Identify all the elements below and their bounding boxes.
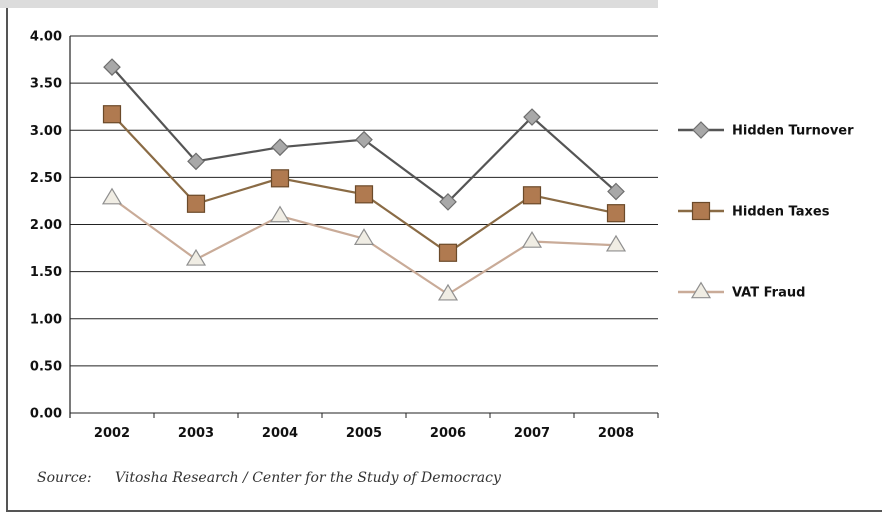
marker-vat-fraud-2003 — [185, 248, 207, 266]
marker-vat-fraud-2004 — [269, 205, 291, 223]
marker-hidden-taxes-2005 — [354, 185, 374, 204]
marker-vat-fraud-2007 — [521, 230, 543, 248]
marker-hidden-turnover-2003 — [187, 152, 205, 171]
marker-hidden-taxes-2006 — [438, 243, 458, 262]
y-tick-label-4: 2.00 — [30, 218, 62, 233]
x-tick-label-2008: 2008 — [598, 426, 634, 441]
marker-hidden-turnover-2007 — [523, 108, 541, 126]
y-tick-label-7: 3.50 — [30, 77, 62, 92]
marker-vat-fraud-2002 — [101, 187, 123, 205]
marker-hidden-taxes-2008 — [606, 204, 626, 223]
frame-bottom-border — [6, 510, 882, 512]
marker-hidden-taxes-2004 — [270, 169, 290, 188]
y-tick-label-5: 2.50 — [30, 171, 62, 186]
marker-hidden-turnover-2002 — [103, 58, 121, 76]
frame-left-border — [6, 8, 8, 511]
marker-vat-fraud-2006 — [437, 283, 459, 301]
marker-hidden-taxes-2007 — [522, 186, 542, 205]
marker-hidden-turnover-2005 — [355, 130, 373, 149]
legend-label-hidden-turnover: Hidden Turnover — [732, 124, 854, 139]
y-tick-label-8: 4.00 — [30, 30, 62, 45]
y-tick-label-6: 3.00 — [30, 124, 62, 139]
marker-hidden-taxes-2002 — [102, 105, 122, 124]
line-chart: 0.00 0.50 1.00 1.50 2.00 2.50 3.00 3.50 4.00 2002… — [30, 30, 854, 442]
x-tick-label-2007: 2007 — [514, 426, 550, 441]
marker-hidden-turnover-2006 — [439, 193, 457, 211]
legend-label-hidden-taxes: Hidden Taxes — [732, 205, 830, 220]
y-tick-label-2: 1.00 — [30, 312, 62, 327]
marker-hidden-taxes-2003 — [186, 194, 206, 213]
y-tick-label-1: 0.50 — [30, 359, 62, 374]
top-bar — [0, 0, 658, 8]
x-tick-label-2004: 2004 — [262, 426, 298, 441]
marker-hidden-turnover-2008 — [607, 182, 625, 201]
x-tick-label-2003: 2003 — [178, 426, 214, 441]
x-tick-label-2006: 2006 — [430, 426, 466, 441]
legend-marker-hidden-taxes — [691, 201, 711, 221]
legend-marker-hidden-turnover — [692, 121, 710, 139]
marker-vat-fraud-2005 — [353, 228, 375, 245]
y-tick-label-3: 1.50 — [30, 265, 62, 280]
legend-label-vat-fraud: VAT Fraud — [732, 286, 805, 301]
x-tick-label-2002: 2002 — [94, 426, 130, 441]
marker-hidden-turnover-2004 — [271, 138, 289, 157]
source-label: Source: — [37, 470, 92, 486]
source-note: Source: Vitosha Research / Center for the… — [37, 470, 501, 486]
legend-marker-vat-fraud — [690, 281, 712, 299]
x-tick-label-2005: 2005 — [346, 426, 382, 441]
source-text: Vitosha Research / Center for the Study … — [115, 470, 501, 486]
y-tick-label-0: 0.00 — [30, 407, 62, 422]
marker-vat-fraud-2008 — [605, 234, 627, 252]
